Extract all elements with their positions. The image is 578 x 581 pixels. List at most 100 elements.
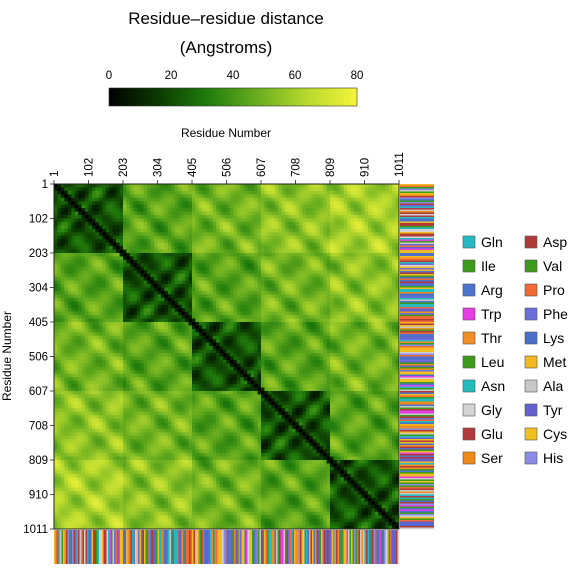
matrix-cell [261,273,265,278]
matrix-cell [243,259,248,264]
matrix-cell [123,304,127,309]
matrix-cell [336,232,341,237]
matrix-cell [143,328,148,333]
matrix-cell [323,225,327,230]
matrix-cell [71,297,76,302]
matrix-cell [226,318,231,323]
matrix-cell [336,208,341,212]
matrix-cell [167,318,172,323]
colorbar-tick-label: 40 [227,70,240,82]
matrix-cell [81,194,86,199]
matrix-cell [71,208,76,212]
matrix-cell [312,266,317,271]
matrix-cell [105,221,110,226]
matrix-cell [354,325,358,330]
matrix-cell [312,353,317,357]
matrix-cell [67,349,72,354]
matrix-cell [305,270,310,275]
matrix-cell [229,280,234,285]
matrix-cell [240,190,245,195]
matrix-cell [140,315,145,319]
matrix-cell [302,346,307,350]
matrix-cell [267,208,272,212]
matrix-cell [223,273,227,278]
matrix-cell [171,322,176,326]
matrix-cell [323,311,327,316]
matrix-cell [81,335,86,340]
matrix-cell [195,349,200,354]
matrix-cell [198,184,203,188]
matrix-cell [395,221,399,226]
matrix-cell [261,294,265,299]
matrix-cell [167,218,172,223]
matrix-cell [140,280,145,285]
matrix-cell [192,270,196,275]
matrix-cell [154,211,158,216]
matrix-cell [57,280,62,285]
matrix-cell [302,308,307,312]
matrix-cell [140,187,145,192]
matrix-cell [354,215,358,219]
matrix-cell [361,280,365,285]
matrix-cell [78,197,82,202]
matrix-cell [112,294,117,299]
matrix-cell [119,315,124,319]
matrix-cell [233,322,238,326]
matrix-cell [112,201,117,206]
matrix-cell [347,197,352,202]
matrix-cell [381,284,386,288]
matrix-cell [257,322,262,326]
matrix-cell [57,308,62,312]
matrix-cell [123,266,127,271]
matrix-cell [202,211,207,216]
matrix-cell [57,201,62,206]
matrix-cell [195,253,200,257]
matrix-cell [205,190,210,195]
matrix-cell [354,322,358,326]
matrix-cell [67,239,72,243]
matrix-cell [78,335,82,340]
matrix-cell [105,259,110,264]
matrix-cell [171,221,176,226]
matrix-cell [312,311,317,316]
matrix-cell [312,263,317,268]
matrix-cell [278,311,283,316]
matrix-cell [226,208,231,212]
matrix-cell [171,346,176,350]
matrix-cell [102,232,107,237]
matrix-cell [319,284,324,288]
matrix-cell [392,273,396,278]
matrix-cell [133,242,138,247]
matrix-cell [192,266,196,271]
matrix-cell [85,228,89,233]
matrix-cell [140,246,145,250]
matrix-cell [60,204,65,209]
matrix-cell [112,353,117,357]
matrix-cell [91,249,96,254]
matrix-cell [95,353,100,357]
matrix-cell [136,211,141,216]
matrix-cell [102,297,107,302]
matrix-cell [236,301,241,306]
matrix-cell [116,235,120,240]
matrix-cell [285,332,289,337]
matrix-cell [350,190,355,195]
matrix-cell [57,239,62,243]
matrix-cell [216,232,220,237]
matrix-cell [354,280,358,285]
matrix-cell [91,187,96,192]
matrix-cell [267,263,272,268]
matrix-cell [336,294,341,299]
matrix-cell [178,246,182,250]
matrix-cell [60,284,65,288]
matrix-cell [250,294,255,299]
matrix-cell [171,315,176,319]
matrix-cell [364,339,369,344]
matrix-cell [171,197,176,202]
matrix-cell [354,242,358,247]
matrix-cell [364,235,369,240]
matrix-cell [195,187,200,192]
matrix-cell [343,249,348,254]
matrix-cell [209,242,214,247]
matrix-cell [274,201,279,206]
